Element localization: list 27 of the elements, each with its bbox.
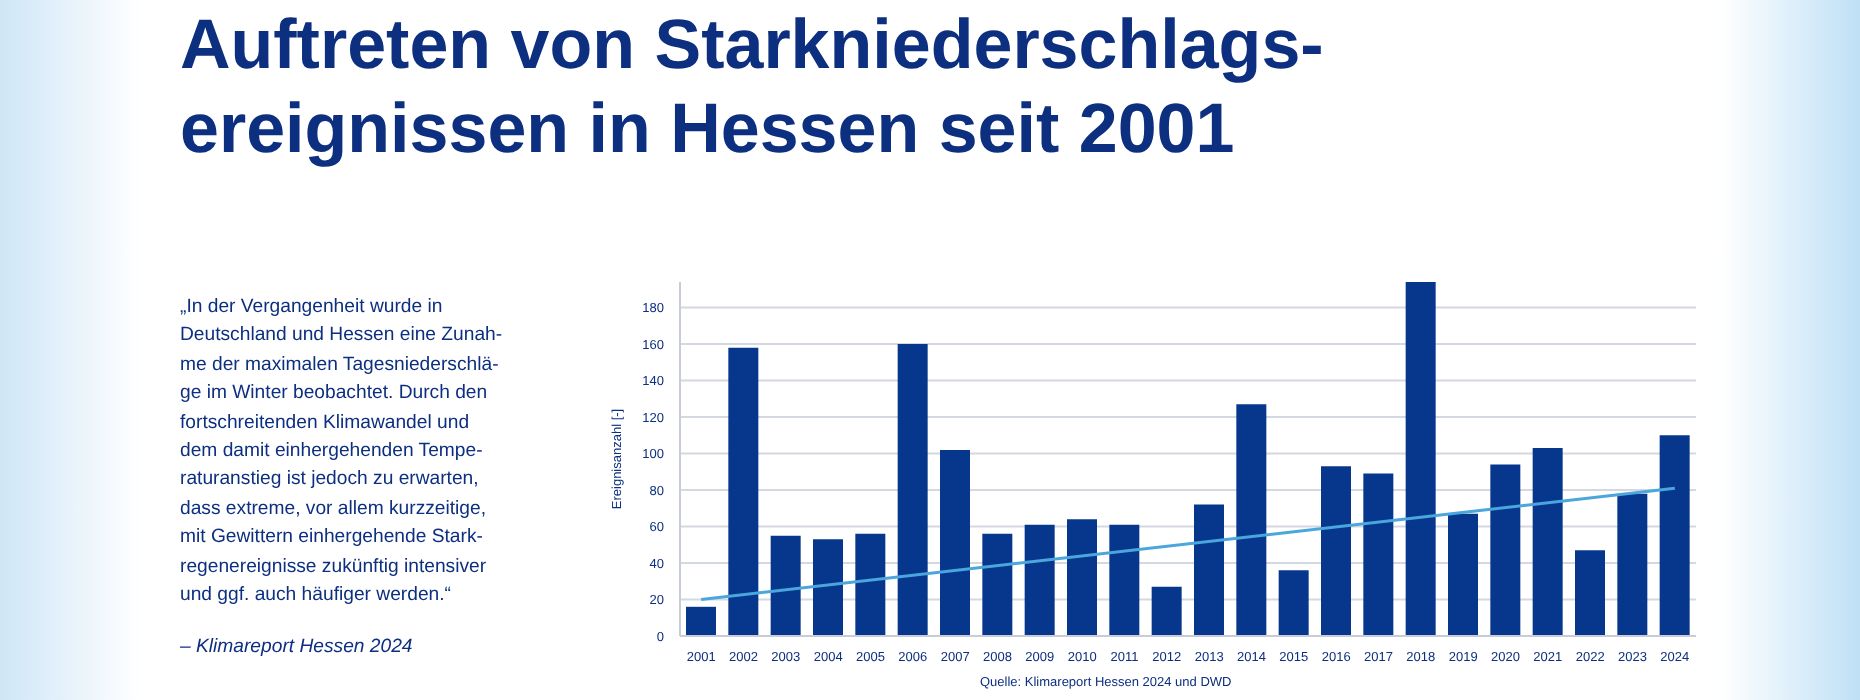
bar xyxy=(1278,570,1309,636)
chart-title: Auftreten von Starkniederschlags- ereignissen in Hessen seit 2001 xyxy=(180,4,1324,172)
bar xyxy=(686,606,716,636)
bar xyxy=(813,539,843,636)
bar xyxy=(1617,493,1648,636)
bar xyxy=(940,449,970,636)
bar xyxy=(1067,519,1097,636)
bar xyxy=(1363,473,1394,636)
bar xyxy=(770,535,801,636)
bar xyxy=(855,533,886,636)
bar xyxy=(1194,504,1224,636)
bar xyxy=(1659,435,1690,636)
bar xyxy=(1236,404,1267,636)
bar xyxy=(1448,513,1478,636)
bar xyxy=(1575,550,1605,636)
bar xyxy=(1151,586,1182,636)
bar xyxy=(728,347,759,636)
bar xyxy=(1532,448,1563,636)
text: – Klimareport Hessen 2024 xyxy=(180,636,413,658)
bar xyxy=(1024,524,1055,636)
bar xyxy=(1490,464,1521,636)
bar xyxy=(1109,524,1140,636)
bar xyxy=(1321,466,1351,636)
bar xyxy=(1405,282,1436,636)
text: „In der Vergangenheit wurde in Deutschland und Hessen eine Zunah- me der maximalen Tagesniederschlä- ge im Winter beobachtet. Durch den fortschreitenden Klimawandel und dem damit einhergehenden Tempe- raturanstieg ist jedoch zu erwarten, dass extreme, vor allem kurzzeitige, mit Gewittern einhergehende Stark- regenereignisse zukünftig intensiver und ggf. auch häufiger werden.“ xyxy=(180,296,503,607)
bar xyxy=(982,533,1013,636)
bar xyxy=(897,344,928,636)
